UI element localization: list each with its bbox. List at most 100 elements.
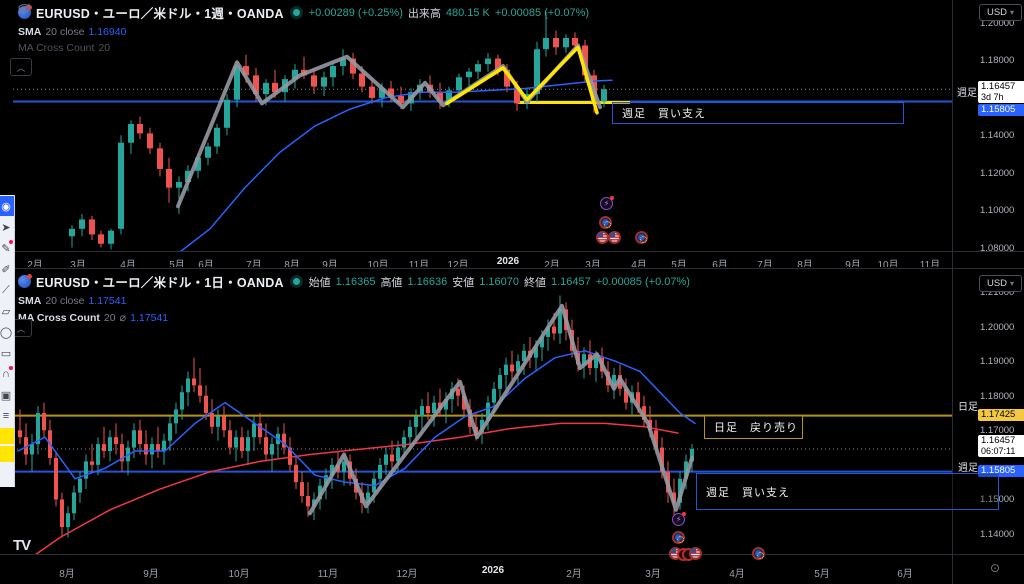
- x-axis-label[interactable]: 12月: [396, 569, 418, 580]
- cursor-tool-icon[interactable]: ➤: [1, 221, 11, 234]
- camera-tool-icon[interactable]: ▣: [0, 389, 12, 402]
- x-axis-label[interactable]: 2月: [27, 260, 43, 267]
- x-axis-label[interactable]: 8月: [284, 260, 300, 267]
- price-tick-label: 1.19000: [980, 356, 1015, 368]
- high-value: 1.16636: [407, 275, 448, 288]
- currency-dropdown[interactable]: USD ▾: [979, 275, 1022, 292]
- x-axis-label[interactable]: 9月: [322, 260, 338, 267]
- brush-tool-icon[interactable]: ✎: [0, 238, 14, 258]
- market-status-dot[interactable]: [292, 9, 300, 16]
- chevron-down-icon: ▾: [1010, 279, 1015, 288]
- x-axis-label[interactable]: 2026: [496, 256, 520, 267]
- x-axis-label[interactable]: 8月: [797, 260, 813, 267]
- x-axis-label[interactable]: 5月: [671, 260, 687, 267]
- close-value: 1.16457: [550, 275, 591, 288]
- tradingview-logo[interactable]: TV: [13, 537, 31, 554]
- price-tick-label: 1.15000: [980, 494, 1015, 506]
- x-axis-label[interactable]: 4月: [729, 569, 745, 580]
- x-axis-label[interactable]: 10月: [367, 260, 389, 267]
- x-axis-label[interactable]: 3月: [70, 260, 86, 267]
- eu-flag-icon[interactable]: [635, 231, 648, 244]
- daily-chart-canvas: [13, 295, 952, 555]
- notes-tool-icon[interactable]: ≡: [2, 410, 10, 422]
- x-axis-label[interactable]: 11月: [317, 569, 339, 580]
- price-tick-label: 1.21000: [980, 287, 1015, 298]
- x-axis-label[interactable]: 10月: [877, 260, 899, 267]
- close-label: 終値: [523, 276, 546, 289]
- macross-indicator-name[interactable]: MA Cross Count: [18, 42, 95, 54]
- trash-tool-icon[interactable]: ▭: [0, 347, 12, 360]
- drawing-axis-label: 週足: [958, 463, 978, 474]
- eu-flag-icon[interactable]: [599, 216, 612, 229]
- x-axis-label[interactable]: 2月: [544, 260, 560, 267]
- sma-indicator-name[interactable]: SMA: [18, 26, 42, 38]
- symbol-logo-icon: [18, 274, 32, 288]
- text-annotation[interactable]: 日足 戻り売り: [704, 415, 803, 439]
- daily-chart-pane: EURUSD・ユーロ／米ドル・1日・OANDA 始値 1.16365 高値 1.…: [0, 268, 1024, 584]
- text-annotation[interactable]: 週足 買い支え: [696, 473, 999, 510]
- us-flag-icon[interactable]: [608, 231, 621, 244]
- x-axis-label[interactable]: 9月: [845, 260, 861, 267]
- current-price-tag: 1.16457 06:07:11: [978, 435, 1024, 457]
- x-axis-label[interactable]: 4月: [120, 260, 136, 267]
- x-axis-label[interactable]: 11月: [919, 260, 941, 267]
- level-price-tag: 1.17425: [978, 409, 1024, 421]
- x-axis-label[interactable]: 2026: [481, 565, 505, 576]
- trendline-tool-icon[interactable]: ⟋: [2, 283, 10, 296]
- slow-ma-line: [33, 422, 679, 555]
- price-tick-label: 1.14000: [980, 130, 1015, 142]
- x-axis-label[interactable]: 7月: [757, 260, 773, 267]
- magnet-tool-icon[interactable]: ∩: [0, 364, 14, 384]
- macross-indicator-name[interactable]: MA Cross Count: [18, 311, 100, 324]
- drawing-axis-label: 週足: [957, 88, 977, 99]
- x-axis-label[interactable]: 3月: [585, 260, 601, 267]
- text-annotation[interactable]: 週足 買い支え: [612, 102, 904, 124]
- x-axis-label[interactable]: 12月: [447, 260, 469, 267]
- x-axis-label[interactable]: 6月: [198, 260, 214, 267]
- economic-event-icon[interactable]: ⚡: [672, 512, 686, 526]
- sma-20-line: [17, 350, 696, 487]
- sma-params: 20 close: [45, 26, 85, 38]
- x-axis-label[interactable]: 8月: [59, 569, 75, 580]
- circle-slash-icon[interactable]: ⌀: [119, 312, 127, 324]
- x-axis-label[interactable]: 6月: [897, 569, 913, 580]
- x-axis-label[interactable]: 5月: [169, 260, 185, 267]
- symbol-title[interactable]: EURUSD・ユーロ／米ドル・1週・OANDA: [36, 7, 284, 21]
- timezone-settings-icon[interactable]: ⊙: [990, 561, 1001, 575]
- drawing-toolbar: ◉ ➤ ✎ ✐ ⟋ ▱ ◯ ▭ ∩ ▣ ≡: [0, 195, 15, 487]
- x-axis-label[interactable]: 10月: [228, 569, 250, 580]
- sma-20-line: [179, 79, 613, 251]
- macross-params: 20: [103, 311, 116, 324]
- price-tick-label: 1.20000: [980, 18, 1015, 29]
- symbol-title[interactable]: EURUSD・ユーロ／米ドル・1日・OANDA: [36, 276, 284, 290]
- low-value: 1.16070: [479, 275, 519, 288]
- economic-event-icon[interactable]: ⚡: [600, 196, 614, 210]
- x-axis-label[interactable]: 3月: [645, 569, 661, 580]
- color-swatch-yellow-2[interactable]: [0, 446, 14, 462]
- chevron-down-icon: ▾: [1010, 8, 1015, 17]
- x-axis-label[interactable]: 4月: [631, 260, 647, 267]
- x-axis-label[interactable]: 5月: [814, 569, 830, 580]
- market-status-dot[interactable]: [292, 278, 300, 285]
- currency-dropdown[interactable]: USD ▾: [979, 4, 1022, 21]
- eye-tool-icon[interactable]: ◉: [0, 196, 14, 216]
- collapse-indicators-button[interactable]: ︿: [10, 58, 32, 76]
- eu-flag-icon[interactable]: [752, 547, 765, 560]
- level-lines: [13, 88, 952, 105]
- eu-flag-icon[interactable]: [672, 531, 685, 544]
- shape-tool-icon[interactable]: ▱: [1, 305, 11, 318]
- pencil-tool-icon[interactable]: ✐: [1, 263, 11, 276]
- x-axis-label[interactable]: 11月: [408, 260, 430, 267]
- x-axis-label[interactable]: 2月: [566, 569, 582, 580]
- x-axis-label[interactable]: 6月: [712, 260, 728, 267]
- x-axis-label[interactable]: 7月: [246, 260, 262, 267]
- sma-indicator-name[interactable]: SMA: [18, 295, 42, 307]
- level-price-tag: 1.15805: [978, 104, 1024, 116]
- color-swatch-yellow[interactable]: [0, 428, 14, 444]
- circle-tool-icon[interactable]: ◯: [0, 326, 13, 339]
- us-flag-icon[interactable]: [689, 547, 702, 560]
- time-axis-separator: [0, 554, 1024, 555]
- x-axis-label[interactable]: 9月: [143, 569, 159, 580]
- change-percent: +0.00085 (+0.07%): [494, 6, 590, 19]
